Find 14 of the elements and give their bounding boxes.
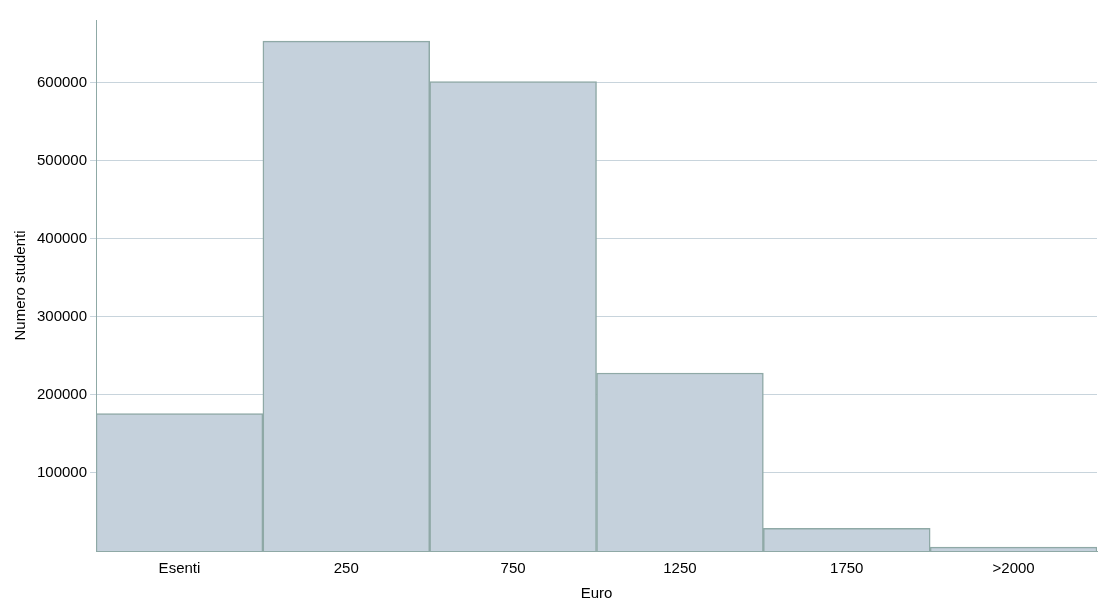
x-tick-label: 750 — [500, 559, 526, 577]
x-tick-label: >2000 — [992, 559, 1035, 577]
x-tick-label: Esenti — [158, 559, 201, 577]
y-tick-label: 400000 — [36, 228, 88, 246]
y-axis-title: Numero studenti — [11, 230, 29, 341]
x-tick-label: 250 — [333, 559, 359, 577]
y-tick-label: 300000 — [36, 306, 88, 324]
y-tick-label: 600000 — [36, 72, 88, 90]
y-tick-label: 500000 — [36, 150, 88, 168]
x-tick-label: 1250 — [663, 559, 697, 577]
y-tick-label: 200000 — [36, 384, 88, 402]
y-tick-label: 100000 — [36, 463, 88, 481]
x-tick-label: 1750 — [830, 559, 864, 577]
x-axis-title: Euro — [580, 584, 613, 602]
